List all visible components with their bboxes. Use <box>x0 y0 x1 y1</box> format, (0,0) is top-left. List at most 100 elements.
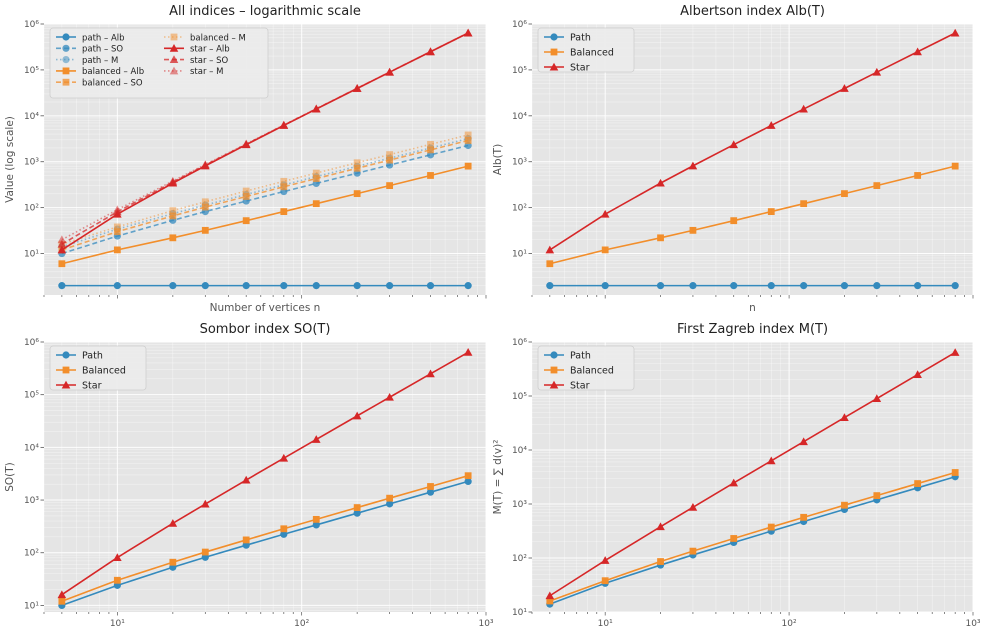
data-point <box>312 175 320 182</box>
data-point <box>427 140 434 148</box>
data-point <box>730 217 738 225</box>
data-point <box>352 411 362 420</box>
y-tick-label: 10¹ <box>24 601 39 611</box>
legend-box <box>49 345 147 391</box>
data-point <box>872 394 882 402</box>
legend-label: balanced – SO <box>82 79 143 89</box>
data-point <box>600 556 610 564</box>
data-point <box>730 535 738 542</box>
y-tick-label: 10⁴ <box>512 112 527 122</box>
legend-marker <box>549 380 559 389</box>
legend-marker <box>170 33 178 41</box>
x-tick-label: 10² <box>782 619 797 629</box>
legend-marker <box>549 62 559 71</box>
data-point <box>688 161 698 170</box>
data-point <box>201 553 209 561</box>
data-point <box>872 67 882 76</box>
data-point <box>280 177 288 185</box>
data-point <box>168 519 178 527</box>
data-point <box>280 530 288 538</box>
legend-marker <box>62 366 70 374</box>
y-tick-label: 10² <box>512 204 527 214</box>
data-point <box>951 282 959 290</box>
data-point <box>464 282 472 290</box>
y-tick-label: 10² <box>512 554 527 564</box>
data-point <box>656 522 665 531</box>
data-point <box>840 282 849 290</box>
data-point <box>200 160 210 168</box>
data-point <box>427 146 434 154</box>
data-point <box>914 172 922 179</box>
data-point <box>57 590 67 599</box>
data-point <box>242 187 250 195</box>
data-point <box>353 164 361 172</box>
data-point <box>873 492 881 500</box>
data-point <box>873 182 881 189</box>
data-point <box>427 172 434 179</box>
data-point <box>545 591 555 600</box>
y-tick-label: 10³ <box>24 158 39 168</box>
legend-label: star – M <box>190 67 223 77</box>
data-point <box>169 558 177 566</box>
data-point <box>800 200 808 208</box>
data-point <box>57 235 67 244</box>
data-point <box>201 198 209 206</box>
data-point <box>464 137 472 144</box>
data-point <box>464 162 472 170</box>
legend-label: path – Alb <box>82 33 125 43</box>
legend-marker <box>169 66 179 75</box>
data-point <box>201 548 209 556</box>
data-point <box>280 208 288 215</box>
data-point <box>312 169 320 177</box>
y-tick-label: 10⁶ <box>24 20 39 30</box>
series-group <box>545 28 960 290</box>
data-point <box>311 104 321 113</box>
data-point <box>353 190 361 198</box>
data-point <box>58 282 66 290</box>
data-point <box>545 245 555 254</box>
data-point <box>168 176 178 185</box>
data-point <box>242 193 250 200</box>
y-tick-label: 10² <box>24 549 39 559</box>
data-point <box>873 282 881 290</box>
legend-box <box>537 27 635 73</box>
data-point <box>113 576 121 584</box>
data-point <box>280 525 288 533</box>
legend-marker <box>62 44 70 52</box>
data-point <box>242 536 250 544</box>
legend-label: balanced – Alb <box>82 67 144 77</box>
data-point <box>385 392 394 401</box>
series-line <box>61 137 469 248</box>
data-point <box>840 413 849 422</box>
data-point <box>113 228 121 236</box>
data-point <box>201 203 209 211</box>
data-point <box>386 494 394 502</box>
data-point <box>914 282 922 290</box>
data-point <box>913 47 922 56</box>
legend-marker <box>550 33 558 41</box>
data-point <box>688 502 698 511</box>
data-point <box>546 282 554 290</box>
data-point <box>113 282 121 290</box>
panel-title: Sombor index SO(T) <box>200 322 331 337</box>
y-tick-label: 10⁶ <box>512 338 527 348</box>
y-tick-label: 10⁴ <box>512 446 527 456</box>
legend-marker <box>550 48 558 56</box>
data-point <box>386 282 394 290</box>
data-point <box>312 282 320 290</box>
legend-label: Star <box>570 380 590 391</box>
data-point <box>657 234 664 242</box>
legend: Path Balanced Star <box>537 345 635 391</box>
x-tick-label: 10² <box>294 619 309 629</box>
legend: Path Balanced Star <box>537 27 635 73</box>
data-point <box>546 260 554 268</box>
panel-3: 10¹ 10² 10³ 10⁴ 10⁵ 10⁶ 10¹ 10² 10³ Sombor index … <box>4 322 494 629</box>
data-point <box>841 501 848 509</box>
ticks: 10¹ 10² 10³ 10⁴ 10⁵ 10⁶ 10¹ 10² 10³ <box>24 338 494 629</box>
data-point <box>113 553 122 561</box>
legend-label: Balanced <box>570 365 614 376</box>
y-tick-label: 10⁵ <box>24 391 39 401</box>
data-point <box>601 282 609 290</box>
data-point <box>799 437 808 446</box>
